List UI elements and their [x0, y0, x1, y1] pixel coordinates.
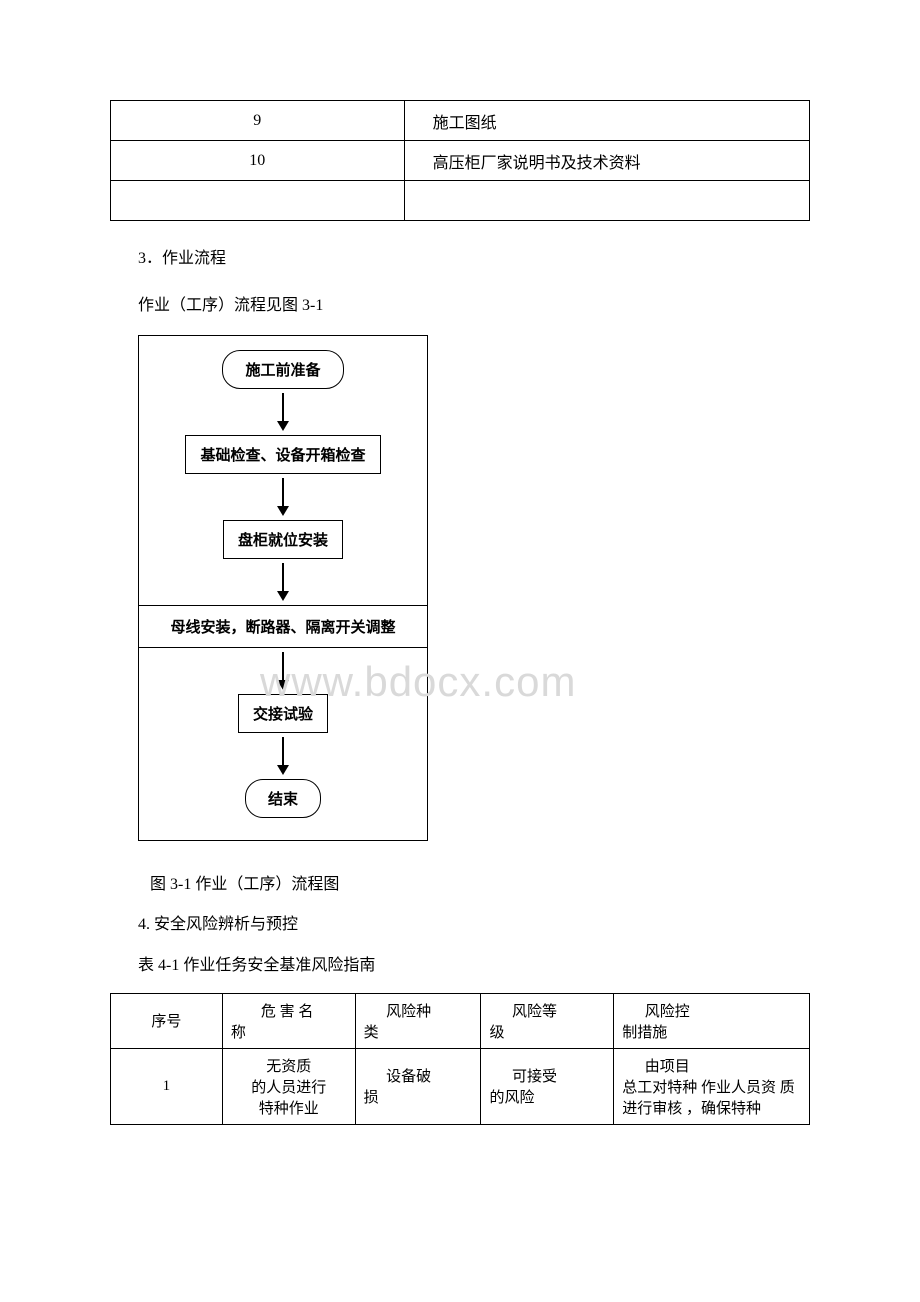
row-num: 10 — [111, 141, 405, 181]
flow-arrow — [139, 652, 427, 690]
flow-step-start: 施工前准备 — [222, 350, 343, 389]
flow-step-test: 交接试验 — [238, 694, 328, 733]
header-level: 风险等 级 — [481, 993, 614, 1048]
table-row — [111, 181, 810, 221]
figure-3-1-caption: 图 3-1 作业（工序）流程图 — [150, 871, 810, 900]
flow-step-install: 盘柜就位安装 — [223, 520, 343, 559]
row-num: 9 — [111, 101, 405, 141]
flow-step-busbar: 母线安装，断路器、隔离开关调整 — [138, 605, 428, 648]
table-row: 9 施工图纸 — [111, 101, 810, 141]
header-hazard: 危 害 名 称 — [222, 993, 355, 1048]
table-row: 10 高压柜厂家说明书及技术资料 — [111, 141, 810, 181]
top-reference-table: 9 施工图纸 10 高压柜厂家说明书及技术资料 — [110, 100, 810, 221]
table-4-1-title: 表 4-1 作业任务安全基准风险指南 — [138, 952, 810, 981]
flow-arrow — [139, 737, 427, 775]
table-header-row: 序号 危 害 名 称 风险种 类 风险等 级 风险控 制措施 — [111, 993, 810, 1048]
cell-control: 由项目 总工对特种 作业人员资 质进行审核 ，确保特种 — [614, 1048, 810, 1124]
cell-level: 可接受 的风险 — [481, 1048, 614, 1124]
row-text: 施工图纸 — [404, 101, 809, 141]
cell-type: 设备破 损 — [355, 1048, 481, 1124]
flow-step-check: 基础检查、设备开箱检查 — [185, 435, 380, 474]
row-text: 高压柜厂家说明书及技术资料 — [404, 141, 809, 181]
risk-guide-table: 序号 危 害 名 称 风险种 类 风险等 级 风险控 制措施 1 无资质 的人员… — [110, 993, 810, 1125]
section-4-title: 4. 安全风险辨析与预控 — [138, 911, 810, 940]
header-seq: 序号 — [111, 993, 223, 1048]
header-control: 风险控 制措施 — [614, 993, 810, 1048]
header-type: 风险种 类 — [355, 993, 481, 1048]
flow-arrow — [139, 393, 427, 431]
flow-arrow — [139, 563, 427, 601]
flow-step-end: 结束 — [245, 779, 321, 818]
cell-seq: 1 — [111, 1048, 223, 1124]
table-row: 1 无资质 的人员进行 特种作业 设备破 损 可接受 的风险 由项目 总工对特种… — [111, 1048, 810, 1124]
flow-arrow — [139, 478, 427, 516]
row-num — [111, 181, 405, 221]
section-3-title: 3．作业流程 — [138, 245, 810, 274]
row-text — [404, 181, 809, 221]
section-3-subtitle: 作业（工序）流程见图 3-1 — [138, 292, 810, 321]
flowchart-frame: 施工前准备 基础检查、设备开箱检查 盘柜就位安装 母线安装，断路器、隔离开关调整… — [138, 335, 428, 841]
cell-hazard: 无资质 的人员进行 特种作业 — [222, 1048, 355, 1124]
